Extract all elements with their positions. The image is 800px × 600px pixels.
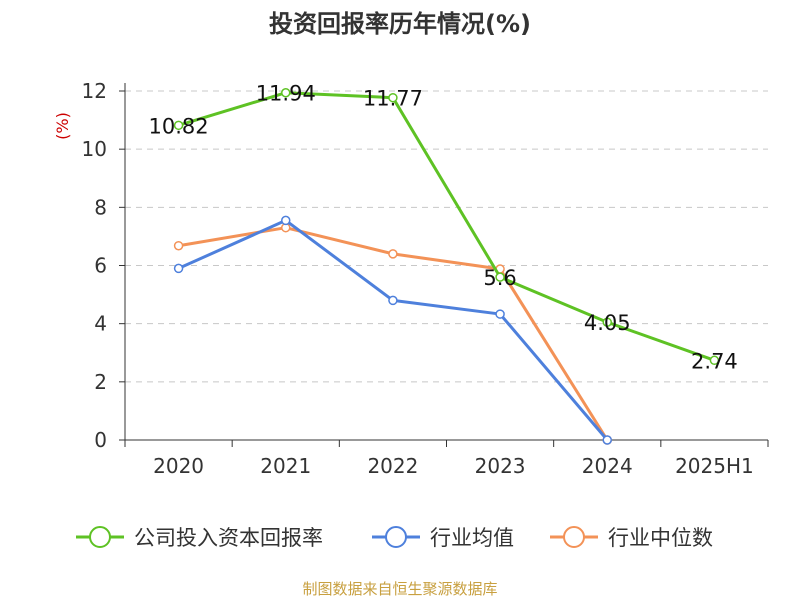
- series-line: [178, 226, 609, 441]
- data-label: 10.82: [149, 114, 209, 138]
- data-labels: 10.82 11.94 11.77 5.6 4.05 2.74: [149, 82, 738, 374]
- data-label: 11.77: [363, 87, 423, 111]
- data-point: [388, 295, 398, 306]
- source-note: 制图数据来自恒生聚源数据库: [302, 580, 497, 598]
- y-tick-label: 10: [82, 137, 107, 161]
- data-label: 5.6: [483, 266, 516, 290]
- axes: 0 2 4 6 8 10 12 2020 2021 2022 2023 2024 2025H1: [82, 79, 769, 478]
- gridlines: [125, 90, 768, 383]
- y-tick-label: 4: [94, 312, 107, 336]
- x-tick-label: 2021: [260, 454, 311, 478]
- data-point: [709, 355, 720, 366]
- data-label: 4.05: [584, 311, 631, 335]
- data-point: [602, 435, 612, 445]
- data-point: [281, 215, 291, 226]
- legend: 公司投入资本回报率 行业均值 行业中位数: [76, 526, 713, 550]
- data-point: [173, 263, 184, 274]
- x-tick-label: 2025H1: [675, 454, 754, 478]
- legend-label: 行业均值: [430, 526, 514, 550]
- legend-label: 公司投入资本回报率: [134, 526, 323, 550]
- legend-marker: [563, 526, 585, 548]
- x-tick-label: 2020: [153, 454, 204, 478]
- x-tick-label: 2022: [367, 454, 418, 478]
- legend-marker: [89, 526, 111, 548]
- y-tick-label: 2: [94, 370, 107, 394]
- x-tick-label: 2024: [582, 454, 633, 478]
- x-tick-label: 2023: [475, 454, 526, 478]
- data-point: [173, 240, 184, 251]
- y-tick-label: 12: [82, 79, 107, 103]
- y-axis-unit-label: (%): [53, 112, 72, 140]
- series-line: [178, 91, 715, 362]
- data-label: 11.94: [256, 82, 316, 106]
- data-point: [388, 249, 398, 259]
- data-point: [281, 87, 291, 98]
- series-lines: [173, 87, 720, 445]
- data-point: [388, 92, 398, 103]
- y-tick-label: 8: [94, 195, 107, 219]
- legend-marker: [385, 526, 407, 548]
- data-point: [495, 272, 505, 282]
- y-tick-label: 0: [94, 428, 107, 452]
- data-point: [602, 317, 612, 327]
- data-point: [173, 120, 184, 131]
- chart-title: 投资回报率历年情况(%): [269, 10, 531, 38]
- y-tick-label: 6: [94, 254, 107, 278]
- legend-label: 行业中位数: [608, 526, 713, 550]
- data-point: [495, 309, 505, 319]
- data-label: 2.74: [691, 349, 738, 373]
